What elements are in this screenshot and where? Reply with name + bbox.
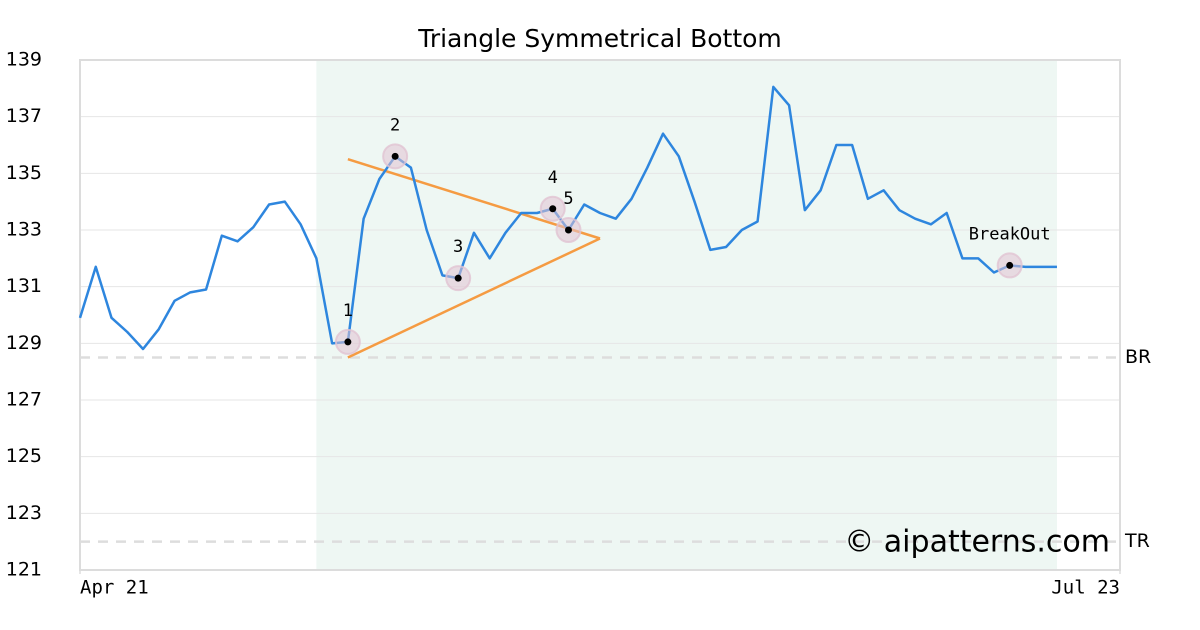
watermark: © aipatterns.com (844, 525, 1110, 560)
y-tick-label: 125 (6, 445, 42, 467)
point-dot (391, 152, 399, 160)
point-label: 4 (548, 168, 558, 188)
y-tick-label: 121 (6, 559, 42, 581)
point-dot (1006, 261, 1014, 269)
y-tick-label: 135 (6, 162, 42, 184)
x-tick-label: Jul 23 (1051, 577, 1120, 599)
point-label: 3 (453, 237, 463, 257)
pattern-region (316, 60, 1057, 570)
point-label: BreakOut (969, 224, 1051, 244)
y-tick-label: 127 (6, 389, 42, 411)
point-dot (564, 226, 572, 234)
level-label: BR (1125, 346, 1151, 368)
y-tick-label: 133 (6, 219, 42, 241)
x-tick-label: Apr 21 (80, 577, 149, 599)
point-label: 1 (343, 301, 353, 321)
y-tick-label: 123 (6, 502, 42, 524)
chart-title: Triangle Symmetrical Bottom (417, 24, 782, 53)
level-label: TR (1124, 530, 1150, 552)
trend-line (347, 237, 601, 359)
y-tick-label: 137 (6, 105, 42, 127)
point-label: 2 (390, 115, 400, 135)
point-dot (454, 274, 462, 282)
point-dot (344, 338, 352, 346)
y-tick-label: 131 (6, 275, 42, 297)
point-dot (549, 205, 557, 213)
y-tick-label: 129 (6, 332, 42, 354)
y-tick-label: 139 (6, 49, 42, 71)
point-label: 5 (563, 189, 573, 209)
